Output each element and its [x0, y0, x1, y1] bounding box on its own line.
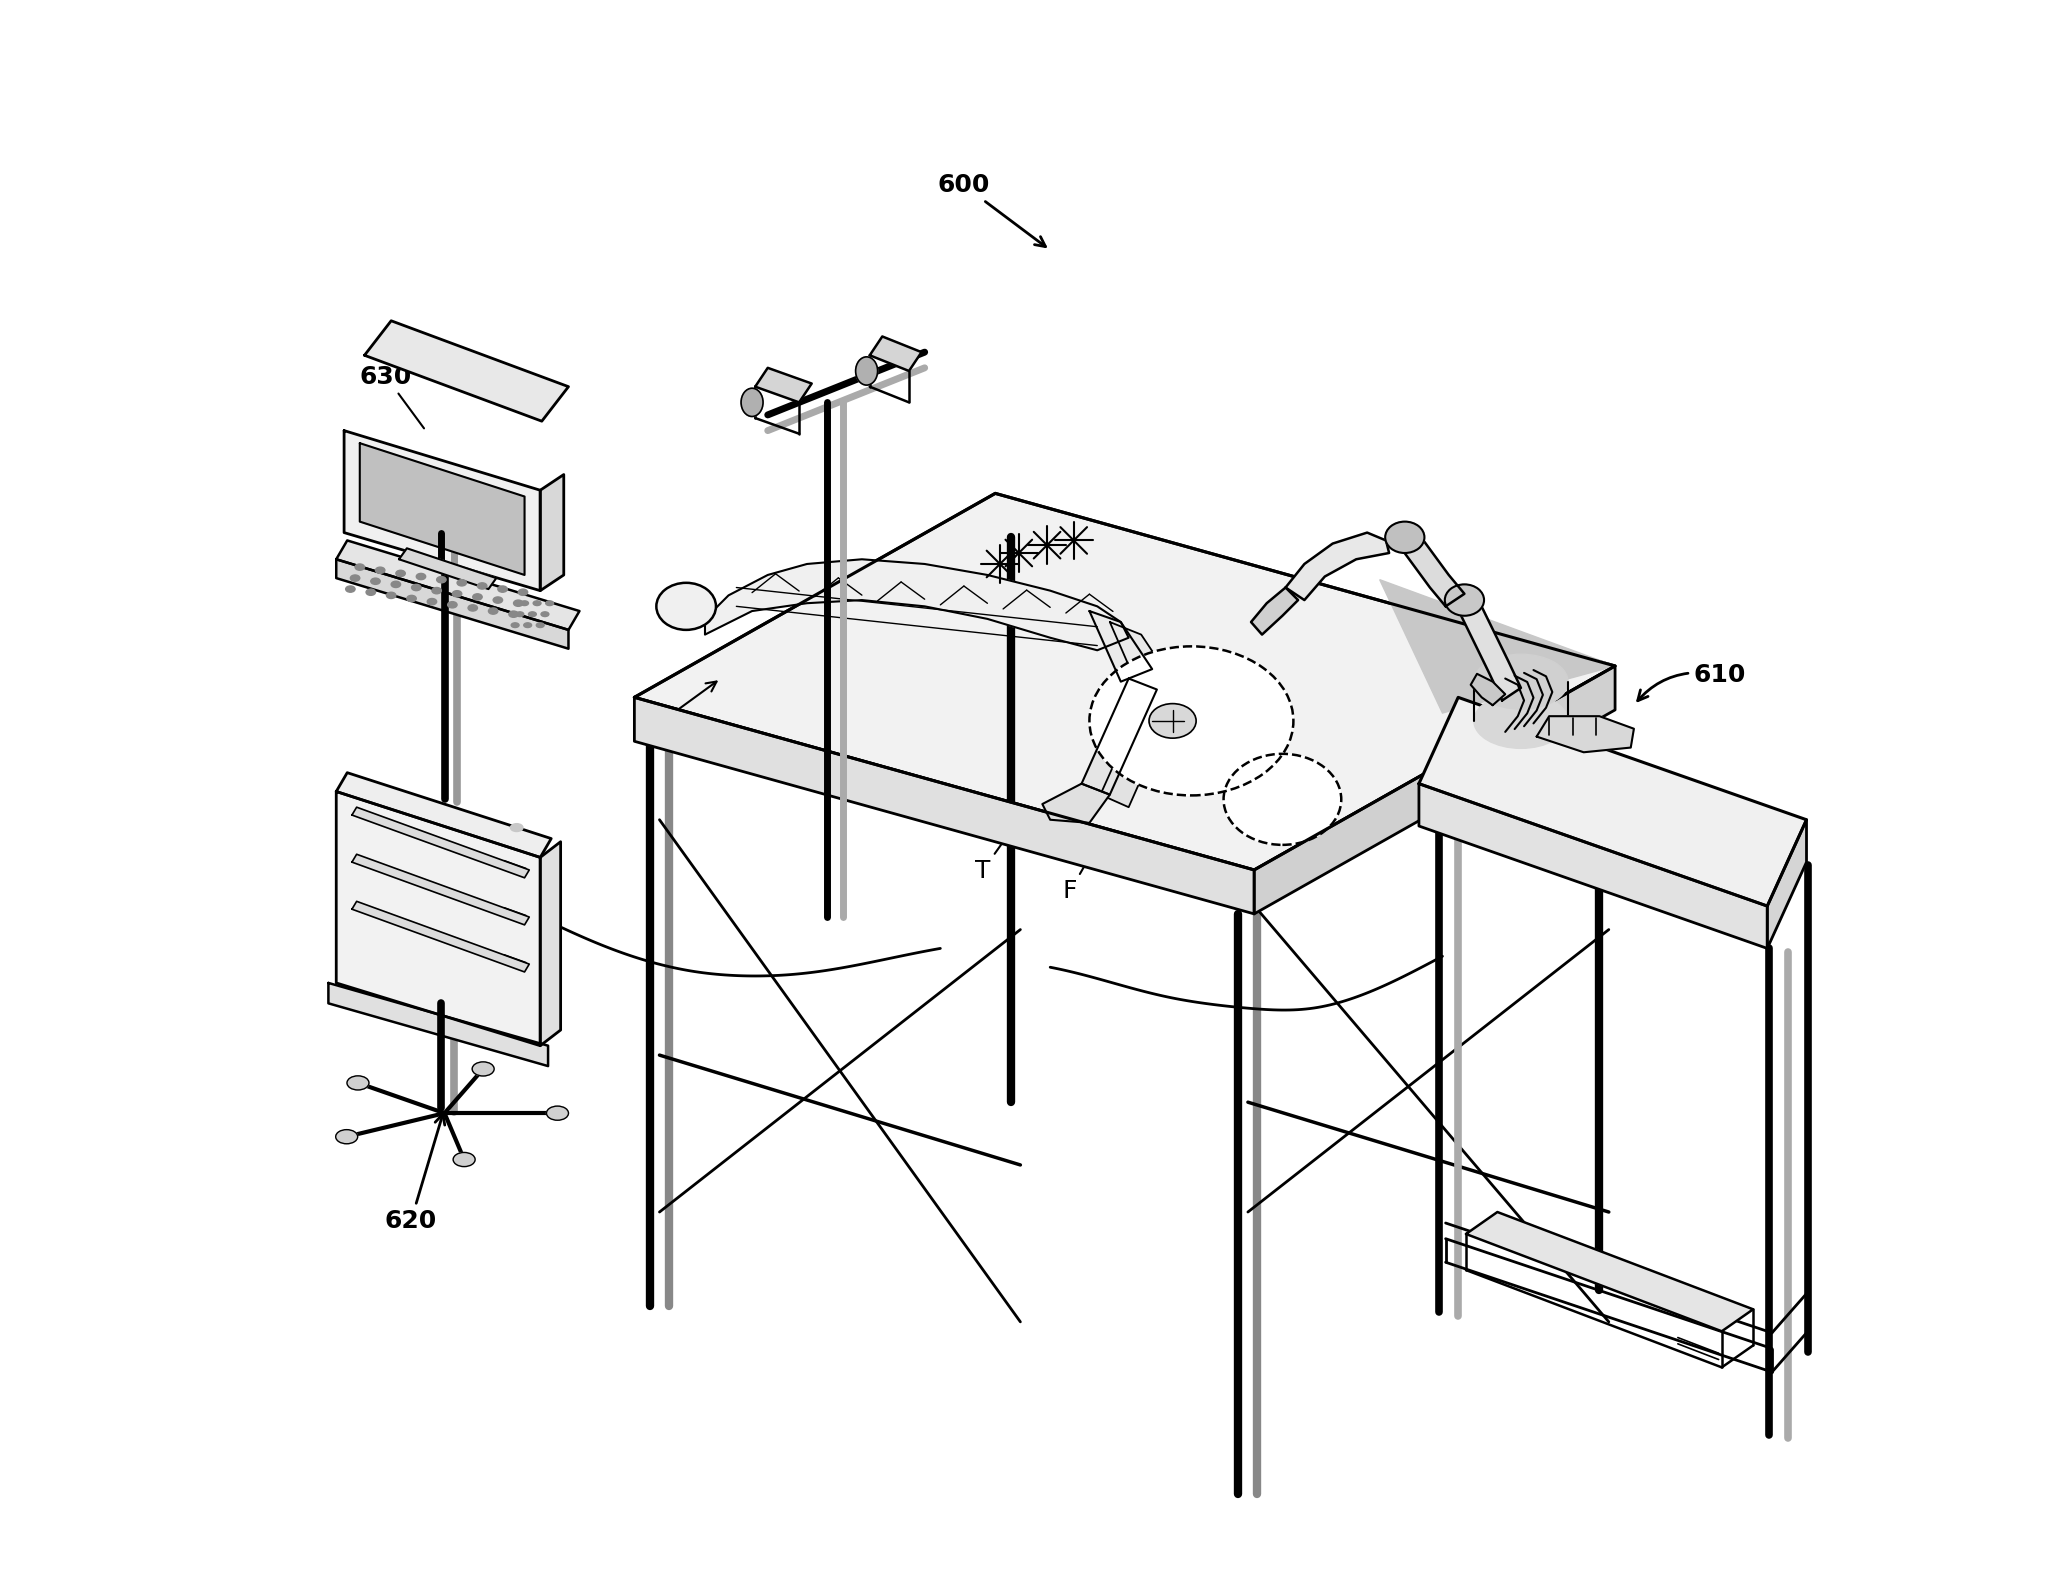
Polygon shape	[337, 559, 569, 649]
Polygon shape	[540, 842, 561, 1046]
Text: 610: 610	[1639, 663, 1746, 701]
Ellipse shape	[1386, 522, 1423, 552]
Ellipse shape	[1223, 754, 1341, 845]
Polygon shape	[1467, 1213, 1752, 1331]
Polygon shape	[360, 443, 526, 575]
Ellipse shape	[408, 595, 416, 602]
Ellipse shape	[478, 583, 486, 589]
Ellipse shape	[472, 1062, 494, 1076]
Ellipse shape	[350, 575, 360, 581]
Text: L: L	[650, 682, 716, 736]
Ellipse shape	[335, 1130, 358, 1145]
Polygon shape	[399, 548, 497, 589]
Ellipse shape	[356, 564, 364, 570]
Polygon shape	[755, 367, 811, 402]
Ellipse shape	[517, 589, 528, 595]
Ellipse shape	[534, 602, 540, 606]
Polygon shape	[1109, 622, 1173, 695]
Polygon shape	[1455, 590, 1521, 701]
Ellipse shape	[1473, 693, 1568, 749]
Ellipse shape	[515, 613, 523, 616]
Ellipse shape	[391, 581, 401, 587]
Polygon shape	[1285, 532, 1388, 600]
Ellipse shape	[348, 1076, 368, 1091]
Polygon shape	[1395, 527, 1465, 606]
Polygon shape	[352, 901, 530, 972]
Polygon shape	[364, 321, 569, 421]
Ellipse shape	[395, 570, 406, 576]
Ellipse shape	[656, 583, 716, 630]
Ellipse shape	[370, 578, 381, 584]
Polygon shape	[1090, 611, 1152, 682]
Ellipse shape	[511, 823, 523, 831]
Ellipse shape	[437, 576, 447, 583]
Ellipse shape	[492, 597, 503, 603]
Polygon shape	[337, 773, 550, 858]
Polygon shape	[343, 431, 540, 590]
Polygon shape	[1101, 690, 1175, 807]
Polygon shape	[352, 855, 530, 924]
Text: 620: 620	[385, 1114, 445, 1233]
Polygon shape	[1471, 674, 1506, 704]
Polygon shape	[1767, 820, 1806, 948]
Polygon shape	[352, 807, 530, 879]
Polygon shape	[337, 792, 540, 1046]
Polygon shape	[1380, 579, 1616, 712]
Polygon shape	[1082, 679, 1157, 795]
Polygon shape	[1252, 587, 1297, 635]
Ellipse shape	[488, 608, 499, 614]
Text: 600: 600	[937, 173, 1045, 247]
Ellipse shape	[468, 605, 478, 611]
Polygon shape	[635, 494, 1616, 871]
Text: F: F	[1063, 841, 1099, 904]
Ellipse shape	[511, 622, 519, 627]
Text: T: T	[974, 823, 1016, 883]
Ellipse shape	[536, 622, 544, 627]
Ellipse shape	[1444, 584, 1483, 616]
Polygon shape	[1419, 784, 1767, 948]
Ellipse shape	[412, 584, 420, 590]
Ellipse shape	[523, 622, 532, 627]
Ellipse shape	[447, 602, 457, 608]
Ellipse shape	[472, 594, 482, 600]
Ellipse shape	[521, 602, 528, 606]
Ellipse shape	[346, 586, 356, 592]
Polygon shape	[1419, 698, 1806, 905]
Ellipse shape	[546, 602, 554, 606]
Polygon shape	[1043, 784, 1109, 823]
Ellipse shape	[1473, 654, 1568, 709]
Ellipse shape	[457, 579, 466, 586]
Ellipse shape	[366, 589, 374, 595]
Polygon shape	[869, 337, 921, 370]
Ellipse shape	[513, 600, 523, 606]
Ellipse shape	[499, 586, 507, 592]
Ellipse shape	[428, 598, 437, 605]
Polygon shape	[337, 540, 579, 630]
Ellipse shape	[528, 613, 536, 616]
Ellipse shape	[546, 1107, 569, 1121]
Text: 630: 630	[360, 364, 424, 429]
Ellipse shape	[387, 592, 395, 598]
Ellipse shape	[432, 587, 441, 594]
Ellipse shape	[1148, 703, 1196, 738]
Ellipse shape	[741, 388, 763, 416]
Ellipse shape	[453, 1152, 476, 1167]
Polygon shape	[540, 475, 563, 590]
Polygon shape	[1254, 666, 1616, 913]
Ellipse shape	[374, 567, 385, 573]
Ellipse shape	[1090, 646, 1293, 795]
Ellipse shape	[509, 611, 517, 617]
Ellipse shape	[416, 573, 426, 579]
Polygon shape	[1537, 716, 1635, 752]
Ellipse shape	[857, 356, 877, 385]
Ellipse shape	[453, 590, 461, 597]
Ellipse shape	[540, 613, 548, 616]
Polygon shape	[329, 983, 548, 1065]
Polygon shape	[635, 698, 1254, 913]
Polygon shape	[706, 559, 1130, 651]
